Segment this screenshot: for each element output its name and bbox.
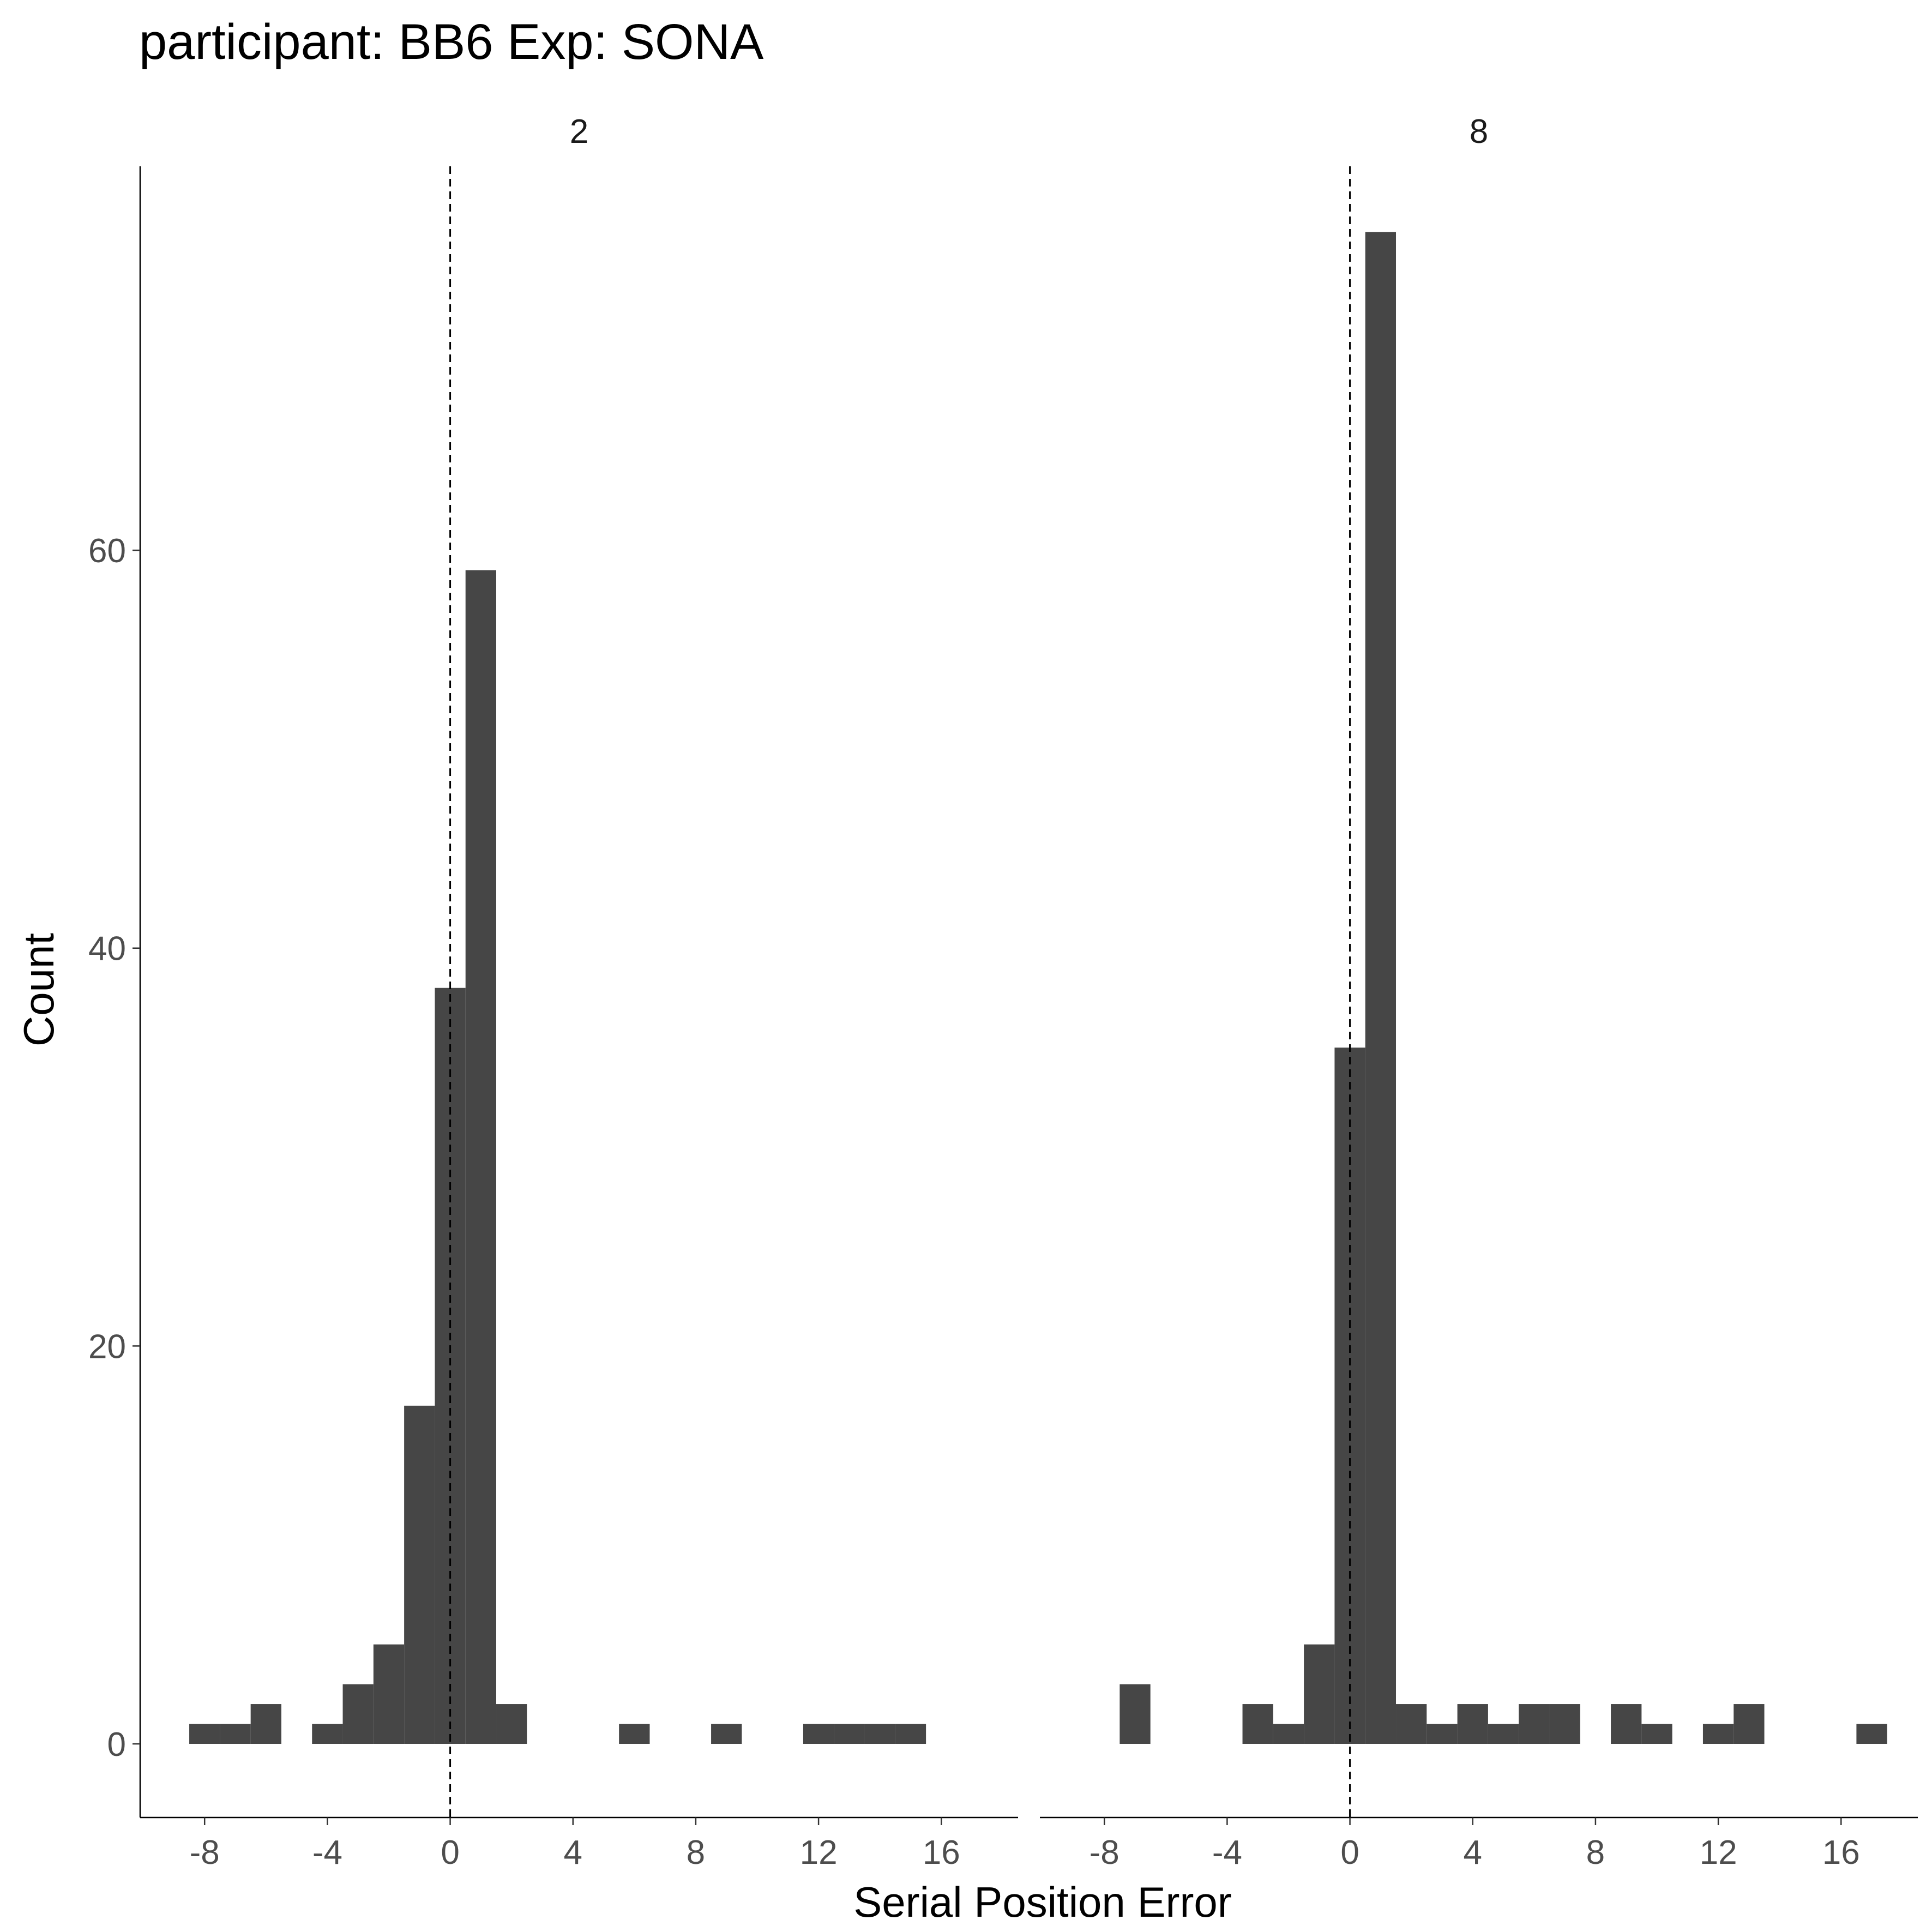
histogram-bar xyxy=(220,1724,251,1744)
x-tick-label: -8 xyxy=(190,1834,220,1871)
facet-panel-2: 2 -8 -4 0 4 8 12 16 xyxy=(140,113,1018,1871)
histogram-bar xyxy=(895,1724,926,1744)
histogram-bar xyxy=(1242,1704,1273,1744)
y-tick-label: 40 xyxy=(88,930,126,968)
histogram-bar xyxy=(312,1724,343,1744)
histogram-bar xyxy=(619,1724,650,1744)
histogram-bar xyxy=(1549,1704,1580,1744)
histogram-bar xyxy=(1519,1704,1550,1744)
facet-strip-label: 8 xyxy=(1470,113,1488,151)
histogram-bar xyxy=(1120,1684,1151,1744)
x-tick-label: 0 xyxy=(441,1834,459,1871)
histogram-bar xyxy=(1304,1644,1335,1744)
histogram-bar xyxy=(342,1684,374,1744)
x-tick-label: 4 xyxy=(563,1834,582,1871)
x-tick-label: 12 xyxy=(800,1834,838,1871)
x-tick-label: 0 xyxy=(1340,1834,1359,1871)
histogram-bar xyxy=(189,1724,220,1744)
histogram-bar xyxy=(404,1405,435,1744)
y-axis-ticks: 0 20 40 60 xyxy=(88,166,141,1817)
x-tick-label: -4 xyxy=(312,1834,342,1871)
x-tick-label: 4 xyxy=(1463,1834,1482,1871)
histogram-bar xyxy=(834,1724,865,1744)
histogram-bar xyxy=(1273,1724,1304,1744)
x-tick-label: 16 xyxy=(923,1834,960,1871)
histogram-bar xyxy=(250,1704,281,1744)
histogram-bar xyxy=(496,1704,527,1744)
histogram-bar xyxy=(1488,1724,1519,1744)
histogram-bar xyxy=(373,1644,405,1744)
y-tick-label: 20 xyxy=(88,1328,126,1365)
histogram-bar xyxy=(465,570,497,1744)
x-tick-label: -8 xyxy=(1090,1834,1120,1871)
histogram-bar xyxy=(1365,232,1397,1744)
x-tick-label: 12 xyxy=(1700,1834,1737,1871)
histogram-bar xyxy=(1427,1724,1458,1744)
histogram-bar xyxy=(803,1724,834,1744)
histogram-bar xyxy=(864,1724,895,1744)
histogram-bar xyxy=(1702,1724,1734,1744)
x-tick-label: -4 xyxy=(1212,1834,1242,1871)
y-tick-label: 60 xyxy=(88,532,126,570)
chart-title: participant: BB6 Exp: SONA xyxy=(139,14,764,70)
facet-strip-label: 2 xyxy=(570,113,588,151)
y-tick-label: 0 xyxy=(107,1726,126,1764)
x-axis-label: Serial Position Error xyxy=(853,1878,1232,1926)
histogram-bar xyxy=(711,1724,742,1744)
histogram-bar xyxy=(1734,1704,1765,1744)
histogram-bar xyxy=(1641,1724,1672,1744)
facet-panels: 2 -8 -4 0 4 8 12 16 8 -8 -4 0 4 8 12 16 xyxy=(140,113,1918,1871)
histogram-bar xyxy=(1856,1724,1887,1744)
x-tick-label: 8 xyxy=(1586,1834,1605,1871)
histogram-bar xyxy=(1457,1704,1488,1744)
histogram-bar xyxy=(1611,1704,1642,1744)
x-tick-label: 16 xyxy=(1822,1834,1860,1871)
facet-panel-8: 8 -8 -4 0 4 8 12 16 xyxy=(1040,113,1918,1871)
y-axis-label: Count xyxy=(15,933,63,1046)
histogram-bar xyxy=(1396,1704,1427,1744)
x-tick-label: 8 xyxy=(687,1834,705,1871)
